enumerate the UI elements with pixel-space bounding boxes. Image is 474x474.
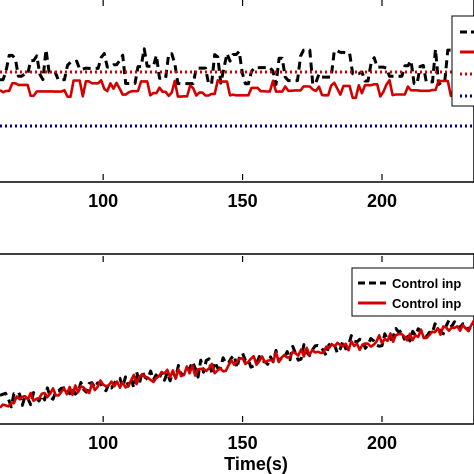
bottom-series-line-2 bbox=[0, 319, 474, 409]
x-axis-label: Time(s) bbox=[224, 454, 288, 474]
bottom-chart: 100 150 200 Control inp Control inp Time(s… bbox=[0, 253, 474, 474]
top-plot-frame bbox=[0, 0, 474, 183]
top-x-axis: 100 150 200 bbox=[88, 0, 397, 211]
top-x-tick-label-200: 200 bbox=[367, 191, 397, 211]
top-legend-box bbox=[451, 15, 474, 107]
top-series-line-1 bbox=[0, 47, 474, 86]
bottom-x-tick-label-200: 200 bbox=[367, 433, 397, 453]
bottom-x-axis: 100 150 200 bbox=[88, 256, 397, 453]
bottom-legend-box bbox=[351, 267, 474, 317]
top-series-group bbox=[0, 47, 474, 128]
bottom-legend-label-2: Control inp bbox=[392, 296, 461, 311]
bottom-x-tick-label-150: 150 bbox=[228, 433, 258, 453]
top-series-line-2 bbox=[0, 78, 474, 100]
top-x-tick-label-150: 150 bbox=[228, 191, 258, 211]
top-chart: 100 150 200 bbox=[0, 0, 474, 211]
bottom-x-tick-label-100: 100 bbox=[88, 433, 118, 453]
bottom-legend-label-1: Control inp bbox=[392, 276, 461, 291]
bottom-series-group bbox=[0, 318, 474, 409]
top-legend bbox=[451, 15, 474, 107]
top-x-tick-label-100: 100 bbox=[88, 191, 118, 211]
bottom-legend: Control inp Control inp bbox=[351, 267, 474, 317]
